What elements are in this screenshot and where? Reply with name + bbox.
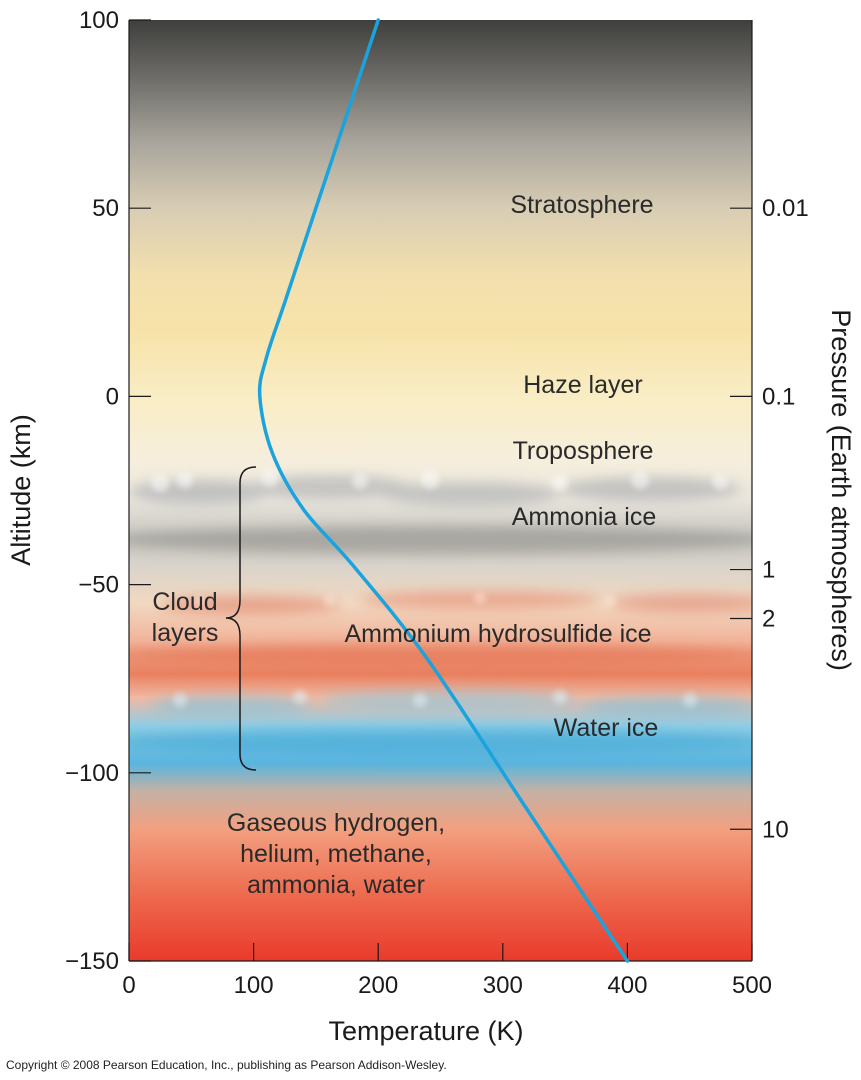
pressure-tick-label: 0.01 (762, 195, 809, 222)
x-tick-label: 500 (732, 972, 772, 999)
label-gas-line1: Gaseous hydrogen, (227, 809, 445, 837)
y-tick-label: 0 (106, 383, 119, 410)
label-gas-line3: ammonia, water (247, 871, 425, 899)
y-tick-label: 50 (92, 195, 119, 222)
pressure-ticks: 0.01 0.1 1 2 10 (730, 195, 809, 843)
y-tick-label: −100 (65, 760, 119, 787)
label-cloud: Cloud (152, 588, 217, 616)
x-tick-label: 200 (358, 972, 398, 999)
cloud-bands (129, 469, 752, 755)
label-troposphere: Troposphere (513, 437, 654, 465)
y-axis-title: Altitude (km) (6, 414, 36, 566)
label-gas-line2: helium, methane, (240, 840, 432, 868)
label-water-ice: Water ice (554, 714, 659, 742)
y-tick-label: −50 (78, 572, 119, 599)
x-axis-title: Temperature (K) (328, 1016, 523, 1046)
copyright-notice: Copyright © 2008 Pearson Education, Inc.… (6, 1058, 447, 1072)
y-tick-label: −150 (65, 948, 119, 975)
label-haze-layer: Haze layer (523, 371, 643, 399)
pressure-tick-label: 2 (762, 605, 775, 632)
x-tick-label: 0 (122, 972, 135, 999)
label-ammonium-hydrosulfide-ice: Ammonium hydrosulfide ice (344, 620, 651, 648)
x-tick-label: 400 (607, 972, 647, 999)
pressure-tick-label: 1 (762, 557, 775, 584)
cloud-layers-bracket (225, 466, 257, 771)
pressure-tick-label: 0.1 (762, 383, 795, 410)
y-ticks: 100 50 0 −50 −100 −150 (65, 7, 151, 975)
label-layers: layers (152, 619, 219, 647)
y-tick-label: 100 (79, 7, 119, 34)
temperature-profile-line (257, 18, 630, 963)
label-stratosphere: Stratosphere (510, 191, 653, 219)
right-axis-title: Pressure (Earth atmospheres) (826, 309, 856, 671)
x-tick-label: 300 (483, 972, 523, 999)
pressure-tick-label: 10 (762, 816, 789, 843)
x-ticks: 0 100 200 300 400 500 (122, 943, 772, 999)
label-ammonia-ice: Ammonia ice (512, 503, 657, 531)
x-tick-label: 100 (234, 972, 274, 999)
